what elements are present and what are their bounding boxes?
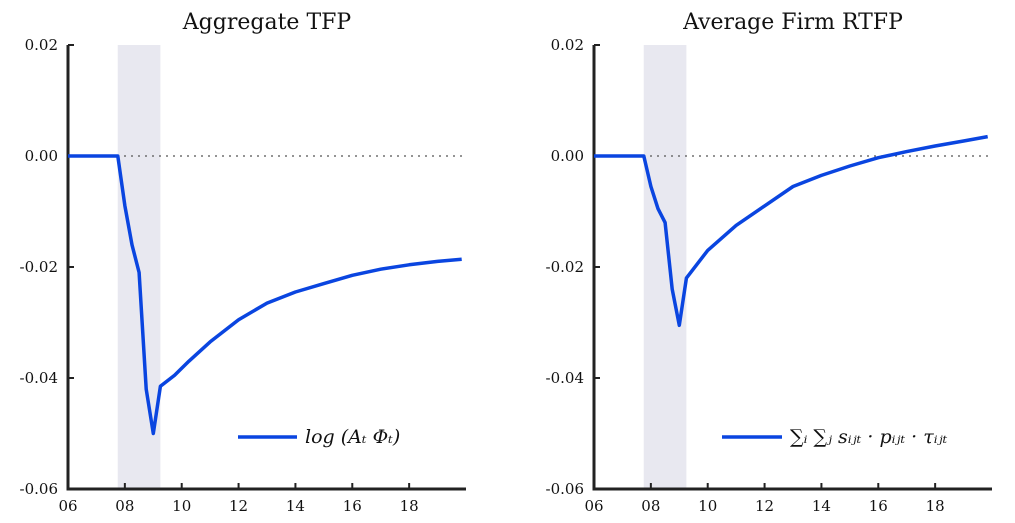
y-tick-label: -0.04 bbox=[20, 369, 58, 387]
y-tick-label: 0.02 bbox=[551, 36, 584, 54]
y-tick-label: 0.00 bbox=[551, 147, 584, 165]
x-tick-label: 06 bbox=[584, 497, 603, 515]
y-tick-label: -0.02 bbox=[546, 258, 584, 276]
x-tick-label: 08 bbox=[641, 497, 660, 515]
x-tick-label: 12 bbox=[755, 497, 774, 515]
x-tick-label: 10 bbox=[698, 497, 717, 515]
y-tick-group: 0.02 0.00 -0.02 -0.04 -0.06 bbox=[546, 36, 600, 498]
x-tick-label: 18 bbox=[400, 497, 419, 515]
y-tick-label: -0.06 bbox=[20, 480, 58, 498]
x-tick-label: 18 bbox=[926, 497, 945, 515]
chart-title: Aggregate TFP bbox=[182, 10, 352, 35]
y-tick-group: 0.02 0.00 -0.02 -0.04 -0.06 bbox=[20, 36, 74, 498]
x-tick-label: 10 bbox=[172, 497, 191, 515]
panel-aggregate-tfp: 0.02 0.00 -0.02 -0.04 -0.06 06 08 10 12 14 16 18 A… bbox=[20, 10, 466, 515]
y-tick-label: 0.00 bbox=[25, 147, 58, 165]
y-tick-label: -0.02 bbox=[20, 258, 58, 276]
legend-label: ∑ᵢ ∑ⱼ sᵢⱼₜ · pᵢⱼₜ · τᵢⱼₜ bbox=[790, 426, 948, 448]
x-tick-label: 06 bbox=[58, 497, 77, 515]
x-tick-label: 14 bbox=[812, 497, 831, 515]
y-tick-label: -0.06 bbox=[546, 480, 584, 498]
panel-average-firm-rtfp: 0.02 0.00 -0.02 -0.04 -0.06 06 08 10 12 14 16 18 A… bbox=[546, 10, 992, 515]
y-tick-label: -0.04 bbox=[546, 369, 584, 387]
x-tick-label: 12 bbox=[229, 497, 248, 515]
recession-shade bbox=[644, 45, 687, 489]
y-tick-label: 0.02 bbox=[25, 36, 58, 54]
x-tick-label: 14 bbox=[286, 497, 305, 515]
x-tick-label: 16 bbox=[343, 497, 362, 515]
chart-title: Average Firm RTFP bbox=[682, 10, 903, 35]
x-tick-label: 08 bbox=[115, 497, 134, 515]
legend-label: log (Aₜ Φₜ) bbox=[305, 426, 400, 448]
x-tick-label: 16 bbox=[869, 497, 888, 515]
